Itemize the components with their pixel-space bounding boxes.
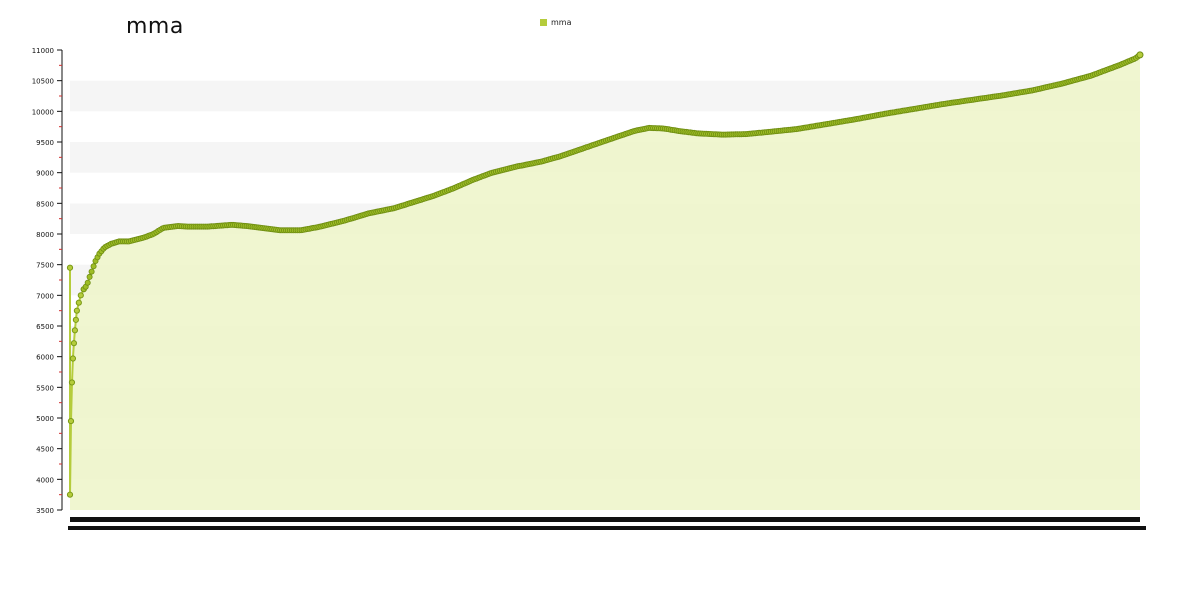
data-point: [66, 491, 74, 498]
data-point: [88, 268, 95, 275]
legend-label: mma: [551, 18, 572, 27]
data-point: [1136, 51, 1144, 59]
y-tick-label: 4000: [36, 476, 54, 484]
y-tick-label: 6000: [36, 354, 54, 362]
data-point: [77, 292, 84, 299]
y-tick-label: 11000: [32, 47, 54, 55]
y-tick-label: 5500: [36, 384, 54, 392]
legend-swatch: [540, 19, 547, 26]
x-tick-labels: [68, 526, 1146, 530]
data-point: [71, 327, 79, 334]
series-area: [70, 54, 1140, 511]
data-point: [69, 355, 77, 362]
data-point: [73, 307, 80, 314]
grid-band: [70, 50, 1140, 81]
y-tick-label: 5000: [36, 415, 54, 423]
y-tick-label: 4500: [36, 446, 54, 454]
data-point: [86, 273, 93, 280]
y-tick-label: 8000: [36, 231, 54, 239]
data-point: [70, 340, 78, 347]
data-point: [68, 379, 76, 386]
data-point: [75, 299, 82, 306]
y-tick-label: 10000: [32, 108, 54, 116]
y-tick-label: 10500: [32, 78, 54, 86]
legend: mma: [540, 18, 572, 27]
data-point: [67, 417, 75, 425]
y-tick-label: 8500: [36, 200, 54, 208]
data-point: [72, 316, 79, 323]
data-point: [66, 264, 74, 271]
y-tick-label: 3500: [36, 507, 54, 515]
chart-title: mma: [126, 14, 184, 39]
data-point: [90, 263, 97, 270]
y-tick-label: 9000: [36, 170, 54, 178]
x-axis: [70, 517, 1140, 522]
y-tick-label: 7000: [36, 292, 54, 300]
y-tick-label: 6500: [36, 323, 54, 331]
data-point: [84, 279, 91, 286]
y-tick-label: 9500: [36, 139, 54, 147]
y-tick-label: 7500: [36, 262, 54, 270]
